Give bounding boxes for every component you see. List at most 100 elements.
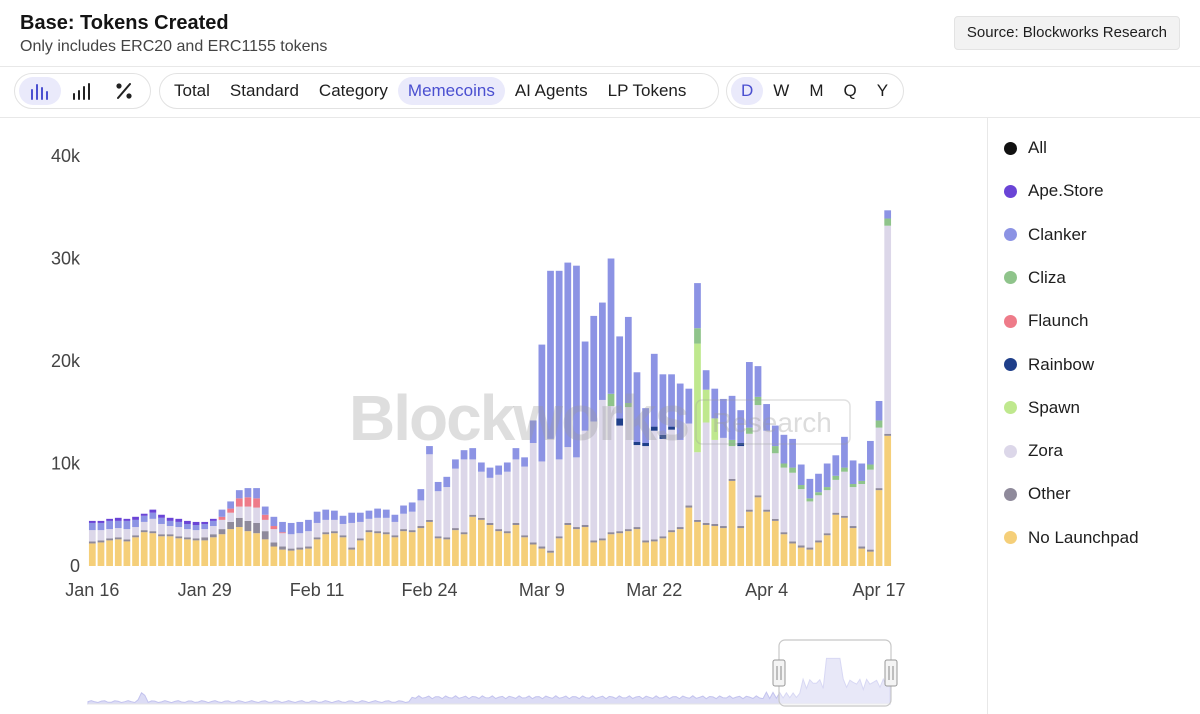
period-day[interactable]: D	[731, 77, 764, 105]
bar-segment-clanker	[685, 388, 693, 424]
tab-category[interactable]: Category	[318, 81, 388, 100]
header-divider	[0, 66, 1200, 67]
bar-segment-clanker	[659, 374, 667, 435]
period-week[interactable]: W	[773, 81, 790, 100]
bar-segment-cliza	[832, 475, 840, 480]
navigator-handle-left[interactable]	[772, 659, 786, 687]
bar-segment-cliza	[841, 467, 848, 472]
bar-segment-zora	[279, 533, 286, 547]
bar-segment-zora	[201, 529, 209, 538]
bar-segment-nolaunch	[287, 550, 295, 567]
y-tick-label: 10k	[51, 454, 81, 474]
bar-group	[581, 341, 589, 566]
percent-icon[interactable]	[103, 77, 145, 105]
bar-segment-clanker	[745, 362, 753, 428]
bar-segment-other	[754, 495, 762, 498]
legend-item-spawn[interactable]: Spawn	[1004, 398, 1080, 418]
bar-segment-clanker	[97, 522, 105, 531]
bar-segment-zora	[305, 531, 312, 547]
bar-segment-other	[702, 522, 710, 525]
bar-segment-nolaunch	[296, 549, 304, 566]
bar-segment-zora	[391, 521, 399, 536]
bar-segment-zora	[832, 479, 840, 513]
bar-group	[555, 270, 563, 566]
bar-segment-clanker	[348, 512, 356, 523]
bar-segment-other	[201, 537, 209, 541]
bar-segment-other	[313, 537, 321, 540]
bar-group	[841, 436, 848, 566]
bar-segment-zora	[209, 526, 217, 535]
bar-segment-clanker	[296, 521, 304, 534]
period-year[interactable]: Y	[876, 81, 889, 100]
source-button[interactable]: Source: Blockworks Research	[953, 16, 1180, 50]
tab-memecoins[interactable]: Memecoins	[397, 77, 505, 105]
bar-group	[728, 395, 736, 566]
bar-segment-clanker	[331, 510, 338, 520]
legend-item-no-launchpad[interactable]: No Launchpad	[1004, 528, 1139, 548]
bar-segment-other	[503, 531, 511, 534]
bar-segment-nolaunch	[382, 534, 390, 566]
toolbar-divider	[0, 117, 1200, 118]
bar-segment-other	[849, 526, 857, 529]
legend-item-cliza[interactable]: Cliza	[1004, 268, 1066, 288]
legend-item-flaunch[interactable]: Flaunch	[1004, 311, 1088, 331]
tab-ai-agents[interactable]: AI Agents	[514, 81, 588, 100]
bar-segment-zora	[633, 445, 641, 528]
bar-chart-icon[interactable]	[19, 77, 61, 105]
bar-segment-ape	[166, 517, 174, 521]
tab-total[interactable]: Total	[174, 81, 210, 100]
bar-segment-nolaunch	[529, 544, 537, 566]
bar-segment-zora	[106, 529, 113, 539]
bar-segment-nolaunch	[469, 516, 477, 566]
bar-segment-other	[192, 538, 200, 541]
bar-segment-zora	[140, 521, 148, 531]
legend-swatch	[1004, 401, 1017, 415]
legend-item-rainbow[interactable]: Rainbow	[1004, 355, 1094, 375]
bar-segment-nolaunch	[599, 540, 606, 567]
tab-lp-tokens[interactable]: LP Tokens	[607, 81, 687, 100]
bar-segment-nolaunch	[331, 533, 338, 566]
legend-item-all[interactable]: All	[1004, 138, 1047, 158]
bar-segment-nolaunch	[88, 543, 96, 566]
legend-swatch	[1004, 314, 1017, 328]
period-quarter[interactable]: Q	[843, 81, 857, 100]
bar-segment-nolaunch	[97, 542, 105, 566]
navigator-window[interactable]	[778, 639, 892, 707]
bar-segment-clanker	[270, 516, 278, 527]
bar-segment-ape	[123, 518, 131, 521]
bar-group	[88, 520, 96, 566]
bar-segment-zora	[581, 430, 589, 525]
bar-group	[408, 502, 416, 566]
bar-segment-clanker	[106, 520, 113, 530]
tab-standard[interactable]: Standard	[229, 81, 299, 100]
legend-item-ape-store[interactable]: Ape.Store	[1004, 181, 1104, 201]
legend-item-zora[interactable]: Zora	[1004, 441, 1063, 461]
bar-segment-zora	[607, 406, 615, 533]
bar-segment-nolaunch	[123, 541, 131, 566]
bar-segment-other	[676, 527, 684, 530]
bar-segment-zora	[374, 517, 381, 532]
bar-segment-zora	[158, 523, 165, 535]
bar-group	[763, 404, 771, 566]
bar-group	[486, 467, 494, 566]
bar-segment-nolaunch	[400, 531, 407, 566]
legend-item-clanker[interactable]: Clanker	[1004, 225, 1087, 245]
bar-segment-other	[477, 517, 485, 520]
stacked-bar-icon[interactable]	[61, 77, 103, 105]
legend-item-other[interactable]: Other	[1004, 484, 1071, 504]
bar-segment-zora	[789, 472, 796, 542]
bar-segment-nolaunch	[815, 542, 822, 566]
bar-segment-clanker	[400, 505, 407, 514]
navigator-area	[87, 657, 891, 705]
bar-group	[443, 476, 451, 566]
x-tick-label: Jan 29	[178, 580, 232, 600]
bar-segment-other	[322, 532, 330, 535]
bar-segment-clanker	[261, 506, 269, 515]
navigator-handle-right[interactable]	[884, 659, 898, 687]
y-tick-label: 0	[70, 556, 80, 576]
bar-segment-nolaunch	[754, 497, 762, 566]
bar-segment-clanker	[426, 446, 433, 455]
period-month[interactable]: M	[809, 81, 824, 100]
bar-segment-clanker	[521, 457, 528, 467]
bar-group	[659, 374, 667, 566]
